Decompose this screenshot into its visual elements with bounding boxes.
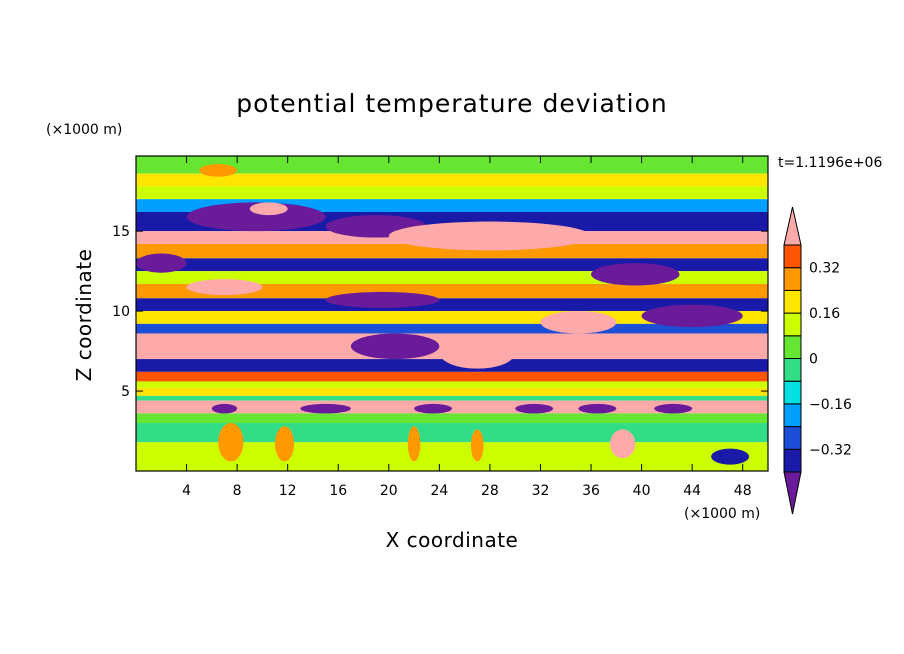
y-tick-label: 5 [121,384,130,400]
x-tick-label: 44 [683,483,701,499]
field-band [136,381,768,388]
y-tick-label: 15 [112,224,130,240]
colorbar-segment [783,448,802,473]
field-blob [186,202,326,232]
x-unit-label: (×1000 m) [684,506,760,522]
field-band [136,323,768,334]
colorbar-tick-label: 0.32 [809,261,840,277]
field-blob [300,403,351,414]
x-tick-label: 12 [279,483,297,499]
colorbar-segment [783,289,802,314]
colorbar-segment [783,358,802,382]
field-blob [325,291,440,308]
x-tick-label: 40 [633,483,651,499]
chart-title: potential temperature deviation [236,89,667,118]
colorbar-segment [783,403,802,428]
field-blob [388,221,592,251]
field-band [136,283,768,299]
time-label: t=1.1196e+06 [778,155,882,171]
field-blob [218,423,244,462]
x-tick-label: 4 [182,483,191,499]
field-band [136,423,768,443]
field-band [136,243,768,259]
x-tick-label: 8 [233,483,242,499]
y-axis-ticks: 5 10 15 [112,224,768,400]
field-band [136,359,768,372]
plot-frame [135,155,769,472]
field-blob [654,403,693,414]
field-band [136,387,768,396]
field-blob [350,333,440,360]
field-blob [136,253,187,273]
colorbar-segment [783,426,802,450]
field-blob [540,311,617,334]
field-blob [610,429,636,459]
x-axis-ticks: 4 8 12 16 20 24 28 32 36 40 44 48 [182,156,752,499]
field-blob [591,263,680,286]
x-tick-label: 24 [430,483,448,499]
field-blob [711,448,750,465]
field-blob [470,429,484,462]
colorbar-segment [783,335,802,359]
field-blob [641,304,743,328]
x-axis-label: X coordinate [386,528,519,552]
colorbar: 0.32 0.16 0 −0.16 −0.32 [783,206,852,515]
y-axis-label: Z coordinate [72,249,96,382]
field-band [136,173,768,187]
colorbar-top-triangle [783,206,802,246]
field-blob [249,202,288,216]
field-blob [407,426,421,462]
field-band [136,371,768,382]
colorbar-segment [783,380,802,405]
field-blob [275,426,294,462]
colorbar-segment [783,267,802,291]
x-tick-label: 28 [481,483,499,499]
field-blob [515,403,554,414]
field-blob [186,279,263,296]
field-band [136,156,768,174]
x-tick-label: 32 [532,483,550,499]
y-unit-label: (×1000 m) [46,122,122,138]
field-band [136,298,768,312]
colorbar-bottom-triangle [783,471,802,515]
plot-field [136,156,768,471]
field-blob [578,403,617,414]
x-tick-label: 48 [734,483,752,499]
colorbar-tick-label: 0.16 [809,306,840,322]
x-tick-label: 36 [582,483,600,499]
x-tick-label: 16 [329,483,347,499]
colorbar-segment [783,312,802,337]
field-blob [414,403,452,414]
field-band [136,186,768,200]
field-blob [211,403,238,414]
colorbar-tick-label: −0.16 [809,397,852,413]
field-band [136,413,768,424]
y-tick-label: 10 [112,304,130,320]
field-blob [439,336,516,369]
field-band [136,395,768,401]
x-tick-label: 20 [380,483,398,499]
colorbar-segment [783,244,802,269]
colorbar-tick-label: −0.32 [809,442,852,458]
colorbar-tick-label: 0 [809,352,818,368]
field-blob [199,163,238,177]
